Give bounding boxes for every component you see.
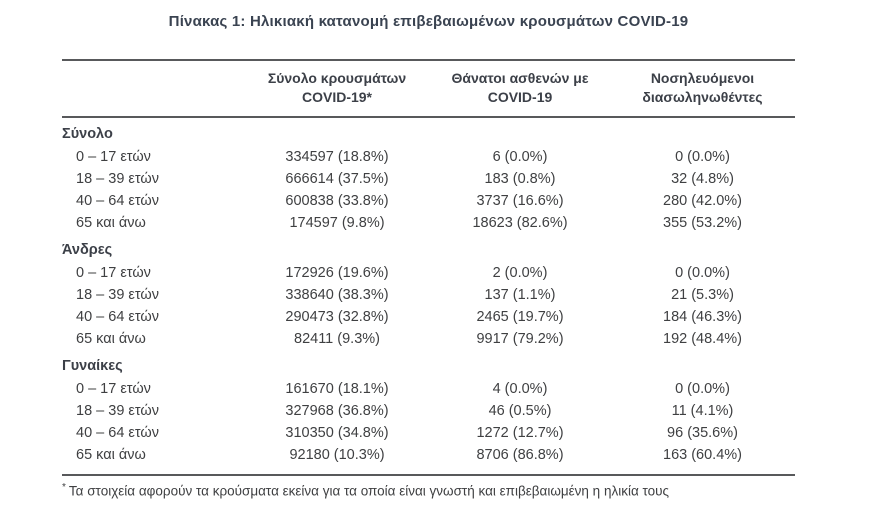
column-header-deaths: Θάνατοι ασθενών με COVID-19 [430, 69, 610, 107]
intubated-value: 184 (46.3%) [663, 309, 742, 325]
table-bottom-rule [62, 474, 795, 476]
intubated-value: 32 (4.8%) [671, 171, 734, 187]
section-header-women: Γυναίκες [62, 358, 123, 374]
column-header-cases-line1: Σύνολο κρουσμάτων [267, 70, 407, 86]
column-header-intubated-line2: διασωληνωθέντες [642, 89, 763, 105]
age-group-label: 18 – 39 ετών [76, 287, 159, 303]
header-divider-rule [62, 116, 795, 118]
section-men: Άνδρες 0 – 17 ετών 172926 (19.6%) 2 (0.0… [62, 238, 795, 350]
column-header-cases-line2: COVID-19* [301, 89, 373, 105]
intubated-value: 0 (0.0%) [675, 265, 730, 281]
age-group-label: 18 – 39 ετών [76, 171, 159, 187]
intubated-value: 192 (48.4%) [663, 331, 742, 347]
cases-value: 310350 (34.8%) [285, 425, 389, 441]
column-header-cases: Σύνολο κρουσμάτων COVID-19* [244, 69, 430, 107]
table-row: 0 – 17 ετών 172926 (19.6%) 2 (0.0%) 0 (0… [62, 262, 795, 284]
table-row: 18 – 39 ετών 327968 (36.8%) 46 (0.5%) 11… [62, 400, 795, 422]
table-row: 65 και άνω 174597 (9.8%) 18623 (82.6%) 3… [62, 212, 795, 234]
age-group-label: 18 – 39 ετών [76, 403, 159, 419]
section-header-men: Άνδρες [62, 242, 113, 258]
age-group-label: 0 – 17 ετών [76, 265, 151, 281]
corner-cell [62, 69, 244, 107]
age-group-label: 65 και άνω [76, 331, 146, 347]
section-header-total: Σύνολο [62, 126, 113, 142]
cases-value: 161670 (18.1%) [285, 381, 389, 397]
intubated-value: 96 (35.6%) [667, 425, 738, 441]
section-total: Σύνολο 0 – 17 ετών 334597 (18.8%) 6 (0.0… [62, 122, 795, 234]
deaths-value: 4 (0.0%) [492, 381, 548, 397]
deaths-value: 183 (0.8%) [484, 171, 556, 187]
age-group-label: 0 – 17 ετών [76, 149, 151, 165]
deaths-value: 3737 (16.6%) [476, 193, 564, 209]
footnote-asterisk: * [62, 482, 66, 493]
cases-value: 338640 (38.3%) [285, 287, 389, 303]
cases-value: 666614 (37.5%) [285, 171, 389, 187]
table-row: 40 – 64 ετών 290473 (32.8%) 2465 (19.7%)… [62, 306, 795, 328]
deaths-value: 137 (1.1%) [484, 287, 556, 303]
table-row: 40 – 64 ετών 310350 (34.8%) 1272 (12.7%)… [62, 422, 795, 444]
table-top-rule [62, 59, 795, 61]
age-group-label: 40 – 64 ετών [76, 425, 159, 441]
table-row: 0 – 17 ετών 334597 (18.8%) 6 (0.0%) 0 (0… [62, 146, 795, 168]
cases-value: 174597 (9.8%) [289, 215, 385, 231]
table-row: 65 και άνω 92180 (10.3%) 8706 (86.8%) 16… [62, 444, 795, 466]
deaths-value: 6 (0.0%) [492, 149, 548, 165]
intubated-value: 0 (0.0%) [675, 149, 730, 165]
footnote-text: Τα στοιχεία αφορούν τα κρούσματα εκείνα … [68, 483, 670, 499]
intubated-value: 355 (53.2%) [663, 215, 742, 231]
intubated-value: 11 (4.1%) [671, 403, 734, 419]
intubated-value: 0 (0.0%) [675, 381, 730, 397]
age-group-label: 40 – 64 ετών [76, 193, 159, 209]
table-title: Πίνακας 1: Ηλικιακή κατανομή επιβεβαιωμέ… [168, 13, 689, 30]
cases-value: 327968 (36.8%) [285, 403, 389, 419]
table-footnote: * Τα στοιχεία αφορούν τα κρούσματα εκείνα… [62, 482, 795, 499]
intubated-value: 280 (42.0%) [663, 193, 742, 209]
cases-value: 172926 (19.6%) [285, 265, 389, 281]
column-header-deaths-line1: Θάνατοι ασθενών με [451, 70, 589, 86]
cases-value: 82411 (9.3%) [294, 331, 380, 347]
table-content-area: Πίνακας 1: Ηλικιακή κατανομή επιβεβαιωμέ… [62, 0, 795, 499]
table-body: Σύνολο 0 – 17 ετών 334597 (18.8%) 6 (0.0… [62, 118, 795, 474]
age-group-label: 0 – 17 ετών [76, 381, 151, 397]
table-row: 0 – 17 ετών 161670 (18.1%) 4 (0.0%) 0 (0… [62, 378, 795, 400]
section-women: Γυναίκες 0 – 17 ετών 161670 (18.1%) 4 (0… [62, 354, 795, 466]
cases-value: 290473 (32.8%) [285, 309, 389, 325]
age-group-label: 65 και άνω [76, 215, 146, 231]
deaths-value: 1272 (12.7%) [476, 425, 564, 441]
table-row: 65 και άνω 82411 (9.3%) 9917 (79.2%) 192… [62, 328, 795, 350]
covid-age-distribution-table: Σύνολο κρουσμάτων COVID-19* Θάνατοι ασθε… [62, 59, 795, 476]
table-row: 18 – 39 ετών 338640 (38.3%) 137 (1.1%) 2… [62, 284, 795, 306]
deaths-value: 18623 (82.6%) [472, 215, 568, 231]
column-header-deaths-line2: COVID-19 [487, 89, 553, 105]
table-row: 18 – 39 ετών 666614 (37.5%) 183 (0.8%) 3… [62, 168, 795, 190]
deaths-value: 2 (0.0%) [492, 265, 548, 281]
deaths-value: 9917 (79.2%) [476, 331, 564, 347]
intubated-value: 21 (5.3%) [671, 287, 734, 303]
age-group-label: 65 και άνω [76, 447, 146, 463]
cases-value: 92180 (10.3%) [289, 447, 385, 463]
cases-value: 600838 (33.8%) [285, 193, 389, 209]
age-group-label: 40 – 64 ετών [76, 309, 159, 325]
table-header-row: Σύνολο κρουσμάτων COVID-19* Θάνατοι ασθε… [62, 61, 795, 116]
table-row: 40 – 64 ετών 600838 (33.8%) 3737 (16.6%)… [62, 190, 795, 212]
deaths-value: 46 (0.5%) [488, 403, 552, 419]
deaths-value: 2465 (19.7%) [476, 309, 564, 325]
intubated-value: 163 (60.4%) [663, 447, 742, 463]
column-header-intubated-line1: Νοσηλευόμενοι [650, 70, 755, 86]
column-header-intubated: Νοσηλευόμενοι διασωληνωθέντες [610, 69, 795, 107]
deaths-value: 8706 (86.8%) [476, 447, 564, 463]
cases-value: 334597 (18.8%) [285, 149, 389, 165]
